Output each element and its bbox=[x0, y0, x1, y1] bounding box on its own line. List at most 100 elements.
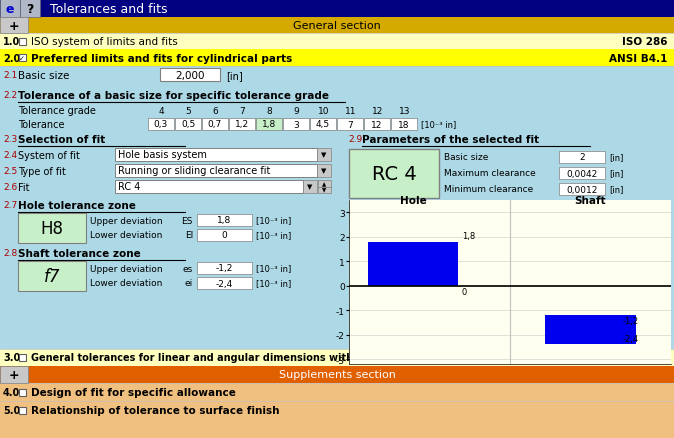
Text: 4: 4 bbox=[158, 106, 164, 115]
Text: Basic size: Basic size bbox=[444, 153, 489, 162]
Bar bbox=[283, 119, 309, 131]
Bar bbox=[115, 180, 303, 194]
Text: 12: 12 bbox=[371, 120, 383, 129]
Text: 13: 13 bbox=[399, 106, 410, 115]
Bar bbox=[0, 18, 674, 34]
Text: Upper deviation: Upper deviation bbox=[90, 264, 162, 273]
Text: 1,8: 1,8 bbox=[217, 216, 231, 225]
Text: ISO 286: ISO 286 bbox=[621, 37, 667, 47]
Bar bbox=[20, 0, 40, 18]
Text: 0,0042: 0,0042 bbox=[566, 169, 598, 178]
Bar bbox=[197, 262, 252, 274]
Text: Lower deviation: Lower deviation bbox=[90, 231, 162, 240]
Text: ?: ? bbox=[26, 3, 34, 15]
Text: +: + bbox=[9, 19, 20, 32]
Bar bbox=[0, 401, 674, 420]
Text: RC 4: RC 4 bbox=[371, 165, 417, 184]
Text: ▼: ▼ bbox=[322, 188, 327, 193]
Text: General tolerances for linear and angular dimensions without individual toleranc: General tolerances for linear and angula… bbox=[31, 353, 549, 363]
Text: 2.8: 2.8 bbox=[3, 249, 18, 258]
Text: EI: EI bbox=[185, 231, 193, 240]
Text: 1,8: 1,8 bbox=[262, 120, 276, 129]
Text: [10⁻³ in]: [10⁻³ in] bbox=[421, 120, 456, 129]
Text: [in]: [in] bbox=[609, 169, 623, 178]
Text: Running or sliding clearance fit: Running or sliding clearance fit bbox=[118, 166, 270, 176]
Bar bbox=[18, 39, 26, 46]
Bar bbox=[18, 213, 86, 244]
Text: 2.7: 2.7 bbox=[3, 201, 18, 210]
Text: 2.4: 2.4 bbox=[3, 151, 17, 160]
Text: ES: ES bbox=[181, 216, 193, 225]
Text: 2.0: 2.0 bbox=[3, 53, 20, 64]
Text: H8: H8 bbox=[40, 219, 63, 237]
Text: -2,4: -2,4 bbox=[623, 335, 639, 343]
Bar bbox=[197, 230, 252, 241]
Bar bbox=[318, 187, 331, 194]
Bar bbox=[18, 55, 26, 62]
Text: Type of fit: Type of fit bbox=[18, 166, 66, 177]
Text: [10⁻³ in]: [10⁻³ in] bbox=[256, 216, 291, 225]
Text: 0,3: 0,3 bbox=[154, 120, 168, 129]
Bar bbox=[115, 165, 317, 177]
Bar bbox=[0, 50, 674, 67]
Bar bbox=[229, 119, 255, 131]
Text: Minimum clearance: Minimum clearance bbox=[444, 185, 533, 194]
Text: 2.3: 2.3 bbox=[3, 135, 18, 144]
Text: ISO system of limits and fits: ISO system of limits and fits bbox=[31, 37, 178, 47]
Bar bbox=[364, 119, 390, 131]
Bar bbox=[0, 67, 674, 366]
Text: ISO 2768 -1: ISO 2768 -1 bbox=[603, 353, 667, 363]
Text: Upper deviation: Upper deviation bbox=[90, 216, 162, 225]
Text: 18: 18 bbox=[398, 120, 410, 129]
Bar bbox=[310, 119, 336, 131]
Text: 8: 8 bbox=[267, 106, 272, 115]
Bar bbox=[256, 119, 282, 131]
Text: 3: 3 bbox=[293, 120, 299, 129]
Bar bbox=[0, 18, 28, 34]
Text: 2.9: 2.9 bbox=[348, 135, 362, 144]
Text: 10: 10 bbox=[317, 106, 330, 115]
Bar bbox=[545, 315, 636, 345]
Text: 4.0: 4.0 bbox=[3, 387, 20, 397]
Bar bbox=[349, 150, 439, 198]
Text: e: e bbox=[6, 3, 14, 15]
Text: 2: 2 bbox=[579, 153, 585, 162]
Text: 2.5: 2.5 bbox=[3, 167, 18, 176]
Text: 6: 6 bbox=[212, 106, 218, 115]
Text: ▼: ▼ bbox=[307, 184, 313, 190]
Text: +: + bbox=[9, 368, 20, 381]
Bar bbox=[368, 242, 458, 286]
Bar bbox=[115, 148, 317, 162]
Text: Relationship of tolerance to surface finish: Relationship of tolerance to surface fin… bbox=[31, 406, 280, 416]
Text: 5: 5 bbox=[185, 106, 191, 115]
Bar bbox=[18, 354, 26, 361]
Text: ANSI B4.1: ANSI B4.1 bbox=[609, 53, 667, 64]
Text: -2,4: -2,4 bbox=[216, 279, 233, 288]
Bar bbox=[0, 349, 674, 366]
Text: 0,5: 0,5 bbox=[181, 120, 195, 129]
Text: 1,2: 1,2 bbox=[235, 120, 249, 129]
Text: Tolerance of a basic size for specific tolerance grade: Tolerance of a basic size for specific t… bbox=[18, 91, 329, 101]
Text: ▼: ▼ bbox=[321, 168, 327, 174]
Text: 4,5: 4,5 bbox=[316, 120, 330, 129]
Text: Lower deviation: Lower deviation bbox=[90, 279, 162, 288]
Bar bbox=[0, 383, 674, 401]
Bar bbox=[391, 119, 417, 131]
Text: 2,000: 2,000 bbox=[175, 71, 205, 80]
Text: [10⁻³ in]: [10⁻³ in] bbox=[256, 231, 291, 240]
Text: Shaft: Shaft bbox=[575, 195, 607, 205]
Text: es: es bbox=[183, 264, 193, 273]
Text: Preferred limits and fits for cylindrical parts: Preferred limits and fits for cylindrica… bbox=[31, 53, 293, 64]
Text: [in]: [in] bbox=[609, 185, 623, 194]
Text: 9: 9 bbox=[294, 106, 299, 115]
Bar bbox=[18, 407, 26, 414]
Text: Tolerance: Tolerance bbox=[18, 120, 65, 130]
Text: -1,2: -1,2 bbox=[623, 317, 639, 325]
Text: Hole tolerance zone: Hole tolerance zone bbox=[18, 201, 136, 211]
Bar bbox=[0, 0, 674, 18]
Bar bbox=[559, 152, 605, 164]
Text: 1,8: 1,8 bbox=[462, 232, 475, 241]
Text: 11: 11 bbox=[344, 106, 357, 115]
Text: RC 4: RC 4 bbox=[118, 182, 140, 192]
Text: 7: 7 bbox=[240, 106, 245, 115]
